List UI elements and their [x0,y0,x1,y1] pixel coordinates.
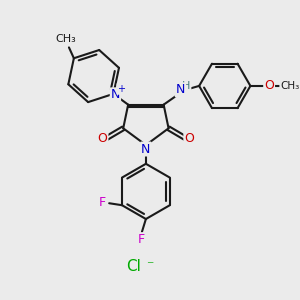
Text: O: O [184,132,194,145]
Text: F: F [99,196,106,209]
Text: O: O [264,80,274,92]
Text: O: O [98,132,107,145]
Text: N: N [111,88,120,101]
Text: ⁻: ⁻ [146,259,154,273]
Text: N: N [141,142,151,155]
Text: CH₃: CH₃ [280,81,299,91]
Text: +: + [117,84,125,94]
Text: Cl: Cl [126,259,140,274]
Text: H: H [182,81,190,91]
Text: CH₃: CH₃ [56,34,76,44]
Text: N: N [176,83,185,96]
Text: F: F [137,233,145,246]
